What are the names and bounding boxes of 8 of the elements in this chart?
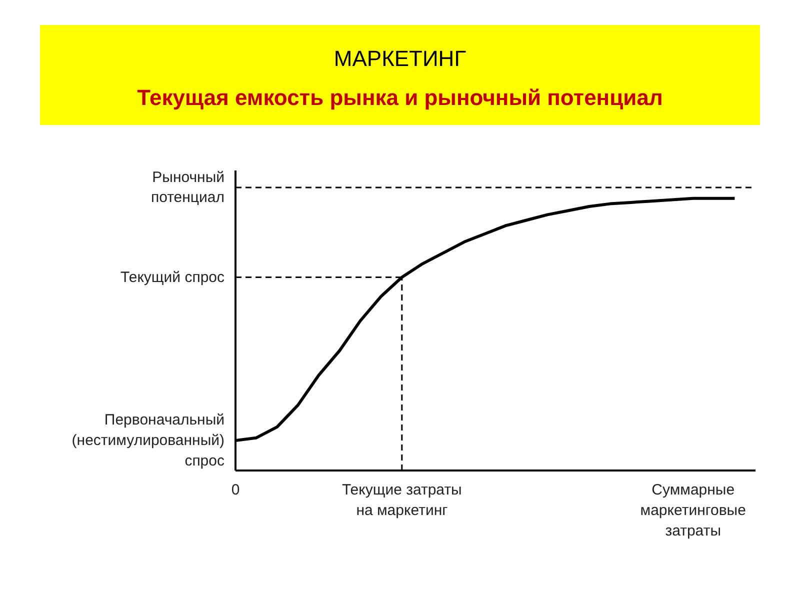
ref-line-label: Рыночный потенциал	[150, 168, 225, 206]
ref-line-label: Текущий спрос	[120, 268, 225, 286]
chart-subtitle: Текущая емкость рынка и рыночный потенциал	[137, 84, 663, 112]
chart-title: МАРКЕТИНГ	[332, 45, 468, 73]
text: Первоначальный (нестимулированный) спрос	[72, 412, 225, 470]
x-tick-label: Суммарные маркетинговые затраты	[640, 482, 746, 540]
x-tick-label: 0	[231, 482, 240, 498]
x-tick-label: Текущие затраты на маркетинг	[342, 482, 462, 519]
